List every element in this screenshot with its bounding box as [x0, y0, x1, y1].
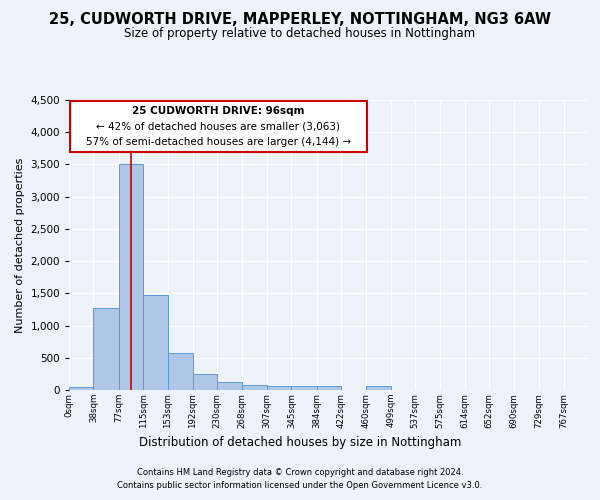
Bar	[317, 386, 341, 390]
Bar	[193, 374, 217, 390]
Bar	[267, 386, 292, 390]
Bar	[143, 294, 167, 390]
Bar	[242, 385, 267, 390]
Bar	[119, 164, 143, 390]
Y-axis label: Number of detached properties: Number of detached properties	[15, 158, 25, 332]
FancyBboxPatch shape	[70, 102, 367, 152]
Bar	[94, 308, 119, 390]
Text: Contains public sector information licensed under the Open Government Licence v3: Contains public sector information licen…	[118, 480, 482, 490]
Bar	[365, 386, 391, 390]
Text: 57% of semi-detached houses are larger (4,144) →: 57% of semi-detached houses are larger (…	[86, 137, 351, 147]
Text: Size of property relative to detached houses in Nottingham: Size of property relative to detached ho…	[124, 28, 476, 40]
Text: 25, CUDWORTH DRIVE, MAPPERLEY, NOTTINGHAM, NG3 6AW: 25, CUDWORTH DRIVE, MAPPERLEY, NOTTINGHA…	[49, 12, 551, 28]
Text: ← 42% of detached houses are smaller (3,063): ← 42% of detached houses are smaller (3,…	[96, 121, 340, 131]
Text: Contains HM Land Registry data © Crown copyright and database right 2024.: Contains HM Land Registry data © Crown c…	[137, 468, 463, 477]
Bar	[69, 387, 94, 390]
Bar	[292, 386, 317, 390]
Text: Distribution of detached houses by size in Nottingham: Distribution of detached houses by size …	[139, 436, 461, 449]
Bar	[217, 382, 242, 390]
Bar	[167, 352, 193, 390]
Text: 25 CUDWORTH DRIVE: 96sqm: 25 CUDWORTH DRIVE: 96sqm	[132, 106, 305, 116]
